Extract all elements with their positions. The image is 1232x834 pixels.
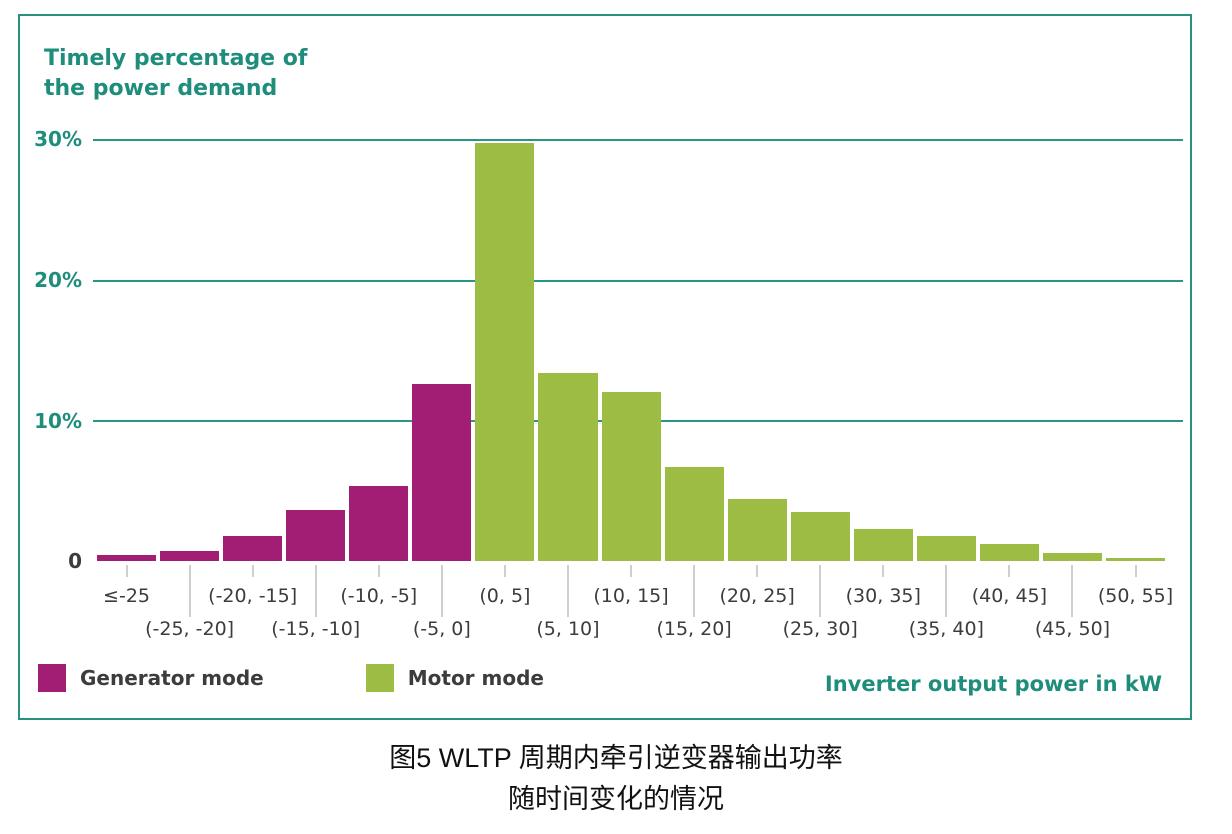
x-axis-col-(45, 50]: (45, 50]: [1035, 561, 1110, 666]
bar-(0, 5]: [475, 143, 535, 561]
legend-label-motor-mode: Motor mode: [407, 666, 544, 690]
x-axis-tick: [756, 565, 759, 577]
x-axis-tick: [1134, 565, 1137, 577]
x-axis-label-(50, 55]: (50, 55]: [1097, 585, 1174, 607]
generator-mode-swatch-icon: [38, 664, 66, 692]
y-axis-tick-10: 10%: [34, 409, 82, 433]
bar-(50, 55]: [1106, 558, 1166, 561]
x-axis-label-≤-25: ≤-25: [103, 585, 151, 607]
bar-(-5, 0]: [412, 383, 472, 561]
x-axis-label-(30, 35]: (30, 35]: [845, 585, 921, 607]
bar-(5, 10]: [538, 372, 598, 561]
x-axis-col-(25, 30]: (25, 30]: [783, 561, 858, 666]
bar-≤-25: [97, 555, 157, 561]
y-axis-tick-20: 20%: [34, 268, 82, 292]
x-axis-col-≤-25: ≤-25: [97, 561, 156, 666]
bar-(45, 50]: [1042, 552, 1102, 561]
x-axis-tick: [377, 565, 380, 577]
bar-(15, 20]: [664, 466, 724, 561]
plot-area: [93, 139, 1183, 561]
x-axis-col-(-5, 0]: (-5, 0]: [412, 561, 471, 666]
bar-(25, 30]: [790, 511, 850, 561]
x-axis-label-(-10, -5]: (-10, -5]: [340, 585, 418, 607]
x-axis-col-(0, 5]: (0, 5]: [475, 561, 534, 666]
figure-caption: 图5 WLTP 周期内牵引逆变器输出功率 随时间变化的情况: [0, 738, 1232, 820]
y-axis-tick-30: 30%: [34, 127, 82, 151]
x-axis-tick: [630, 565, 633, 577]
gridline-20pct: [93, 279, 1183, 282]
x-axis-label-(20, 25]: (20, 25]: [719, 585, 795, 607]
x-axis-col-(5, 10]: (5, 10]: [536, 561, 600, 666]
x-axis-tick: [503, 565, 506, 577]
x-axis-col-(-15, -10]: (-15, -10]: [271, 561, 360, 666]
x-axis-tick: [125, 565, 128, 577]
x-axis-tick: [882, 565, 885, 577]
x-axis-tick: [945, 565, 948, 617]
x-axis-tick: [440, 565, 443, 617]
x-axis-label-(40, 45]: (40, 45]: [971, 585, 1048, 607]
x-axis: ≤-25 (-25, -20] (-20, -15] (-15, -10] (-10, …: [97, 561, 1173, 666]
x-axis-col-(-25, -20]: (-25, -20]: [145, 561, 234, 666]
bar-(35, 40]: [916, 535, 976, 561]
x-axis-col-(-20, -15]: (-20, -15]: [208, 561, 297, 666]
bar-(30, 35]: [853, 528, 913, 561]
x-axis-label-(-15, -10]: (-15, -10]: [271, 618, 361, 640]
bar-(10, 15]: [601, 392, 661, 561]
x-axis-col-(35, 40]: (35, 40]: [909, 561, 984, 666]
figure-caption-line1: 图5 WLTP 周期内牵引逆变器输出功率: [389, 743, 843, 773]
x-axis-label-(10, 15]: (10, 15]: [593, 585, 669, 607]
x-axis-col-(40, 45]: (40, 45]: [972, 561, 1047, 666]
x-axis-tick: [693, 565, 696, 617]
y-axis-tick-0: 0: [68, 549, 82, 573]
gridline-30pct: [93, 139, 1183, 141]
x-axis-tick: [566, 565, 569, 617]
chart-title-line2: the power demand: [44, 76, 278, 101]
bar-(20, 25]: [727, 499, 787, 561]
x-axis-col-(30, 35]: (30, 35]: [846, 561, 921, 666]
figure-caption-line2: 随时间变化的情况: [508, 784, 724, 814]
chart-title-line1: Timely percentage of: [44, 46, 308, 71]
x-axis-label-(45, 50]: (45, 50]: [1034, 618, 1111, 640]
bar-(-20, -15]: [223, 535, 283, 561]
legend: Generator mode Motor mode: [38, 664, 544, 692]
bar-(-15, -10]: [286, 510, 346, 561]
x-axis-col-(20, 25]: (20, 25]: [720, 561, 795, 666]
x-axis-label-(-5, 0]: (-5, 0]: [412, 618, 471, 640]
chart-title: Timely percentage of the power demand: [44, 44, 307, 104]
bar-(-25, -20]: [160, 551, 220, 561]
x-axis-tick: [819, 565, 822, 617]
x-axis-label-(5, 10]: (5, 10]: [536, 618, 600, 640]
legend-item-motor-mode: Motor mode: [365, 664, 544, 692]
chart-frame: Timely percentage of the power demand 30…: [18, 14, 1192, 720]
x-axis-tick: [188, 565, 191, 617]
motor-mode-swatch-icon: [365, 664, 394, 692]
x-axis-label-(15, 20]: (15, 20]: [656, 618, 732, 640]
bars-container: [97, 139, 1166, 561]
x-axis-tick: [1071, 565, 1074, 617]
bar-(40, 45]: [979, 544, 1039, 561]
x-axis-tick: [251, 565, 254, 577]
legend-label-generator-mode: Generator mode: [80, 666, 264, 690]
x-axis-col-(-10, -5]: (-10, -5]: [340, 561, 417, 666]
x-axis-label-(-20, -15]: (-20, -15]: [208, 585, 298, 607]
x-axis-col-(10, 15]: (10, 15]: [593, 561, 669, 666]
x-axis-label-(0, 5]: (0, 5]: [479, 585, 531, 607]
x-axis-label-(35, 40]: (35, 40]: [908, 618, 984, 640]
x-axis-title: Inverter output power in kW: [824, 672, 1162, 696]
x-axis-label-(-25, -20]: (-25, -20]: [145, 618, 235, 640]
x-axis-col-(50, 55]: (50, 55]: [1098, 561, 1173, 666]
legend-item-generator-mode: Generator mode: [38, 664, 264, 692]
x-axis-col-(15, 20]: (15, 20]: [656, 561, 732, 666]
x-axis-label-(25, 30]: (25, 30]: [782, 618, 858, 640]
bar-(-10, -5]: [349, 486, 409, 561]
x-axis-tick: [1008, 565, 1011, 577]
x-axis-tick: [314, 565, 317, 617]
